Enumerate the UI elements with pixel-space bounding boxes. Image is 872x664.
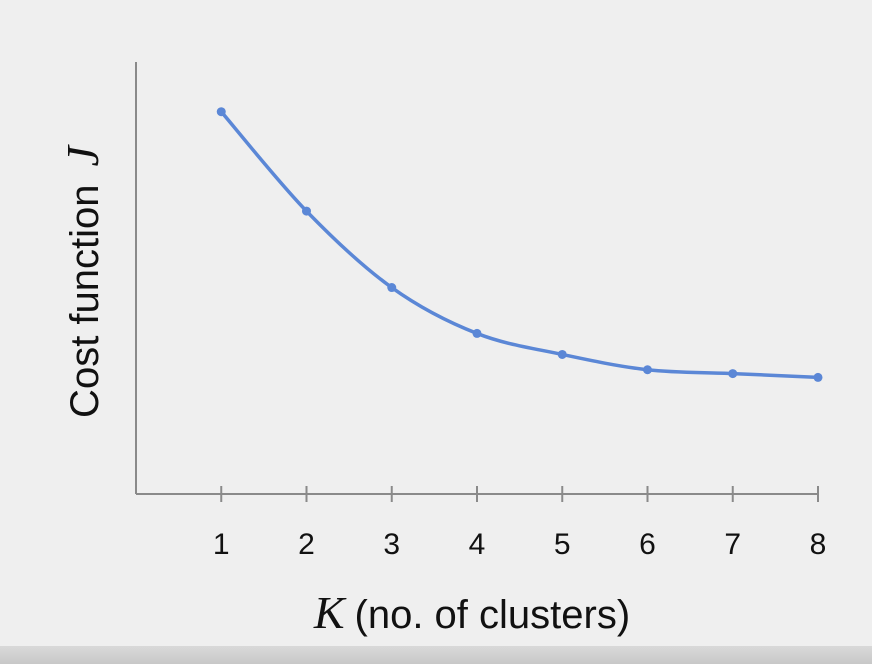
data-point — [387, 283, 397, 293]
y-axis-label: Cost function J — [57, 143, 108, 417]
data-point — [728, 369, 738, 379]
data-point — [643, 365, 652, 375]
data-point — [557, 349, 567, 359]
y-axis-label-text: Cost function — [63, 184, 107, 417]
x-tick-label: 7 — [724, 528, 741, 561]
y-axis-label-var: J — [57, 143, 108, 166]
data-point — [813, 372, 823, 382]
data-point — [472, 328, 482, 338]
x-axis-ticks — [220, 486, 819, 502]
x-axis-label-text: (no. of clusters) — [355, 593, 631, 637]
x-tick-label: 4 — [469, 528, 486, 561]
x-axis-label-var: K — [313, 587, 347, 638]
data-points — [216, 107, 823, 382]
data-point — [216, 107, 226, 117]
x-tick-label: 5 — [554, 528, 571, 561]
x-tick-label: 6 — [639, 528, 656, 561]
x-axis-tick-labels: 1 2 3 4 5 6 7 8 — [213, 528, 826, 561]
x-tick-label: 2 — [298, 528, 315, 561]
x-tick-label: 1 — [213, 528, 230, 561]
bottom-band — [0, 646, 872, 664]
x-tick-label: 8 — [810, 528, 827, 561]
x-tick-label: 3 — [383, 528, 400, 561]
cost-curve-line — [219, 109, 820, 380]
data-point — [302, 206, 311, 216]
x-axis-label: K (no. of clusters) — [313, 587, 630, 638]
